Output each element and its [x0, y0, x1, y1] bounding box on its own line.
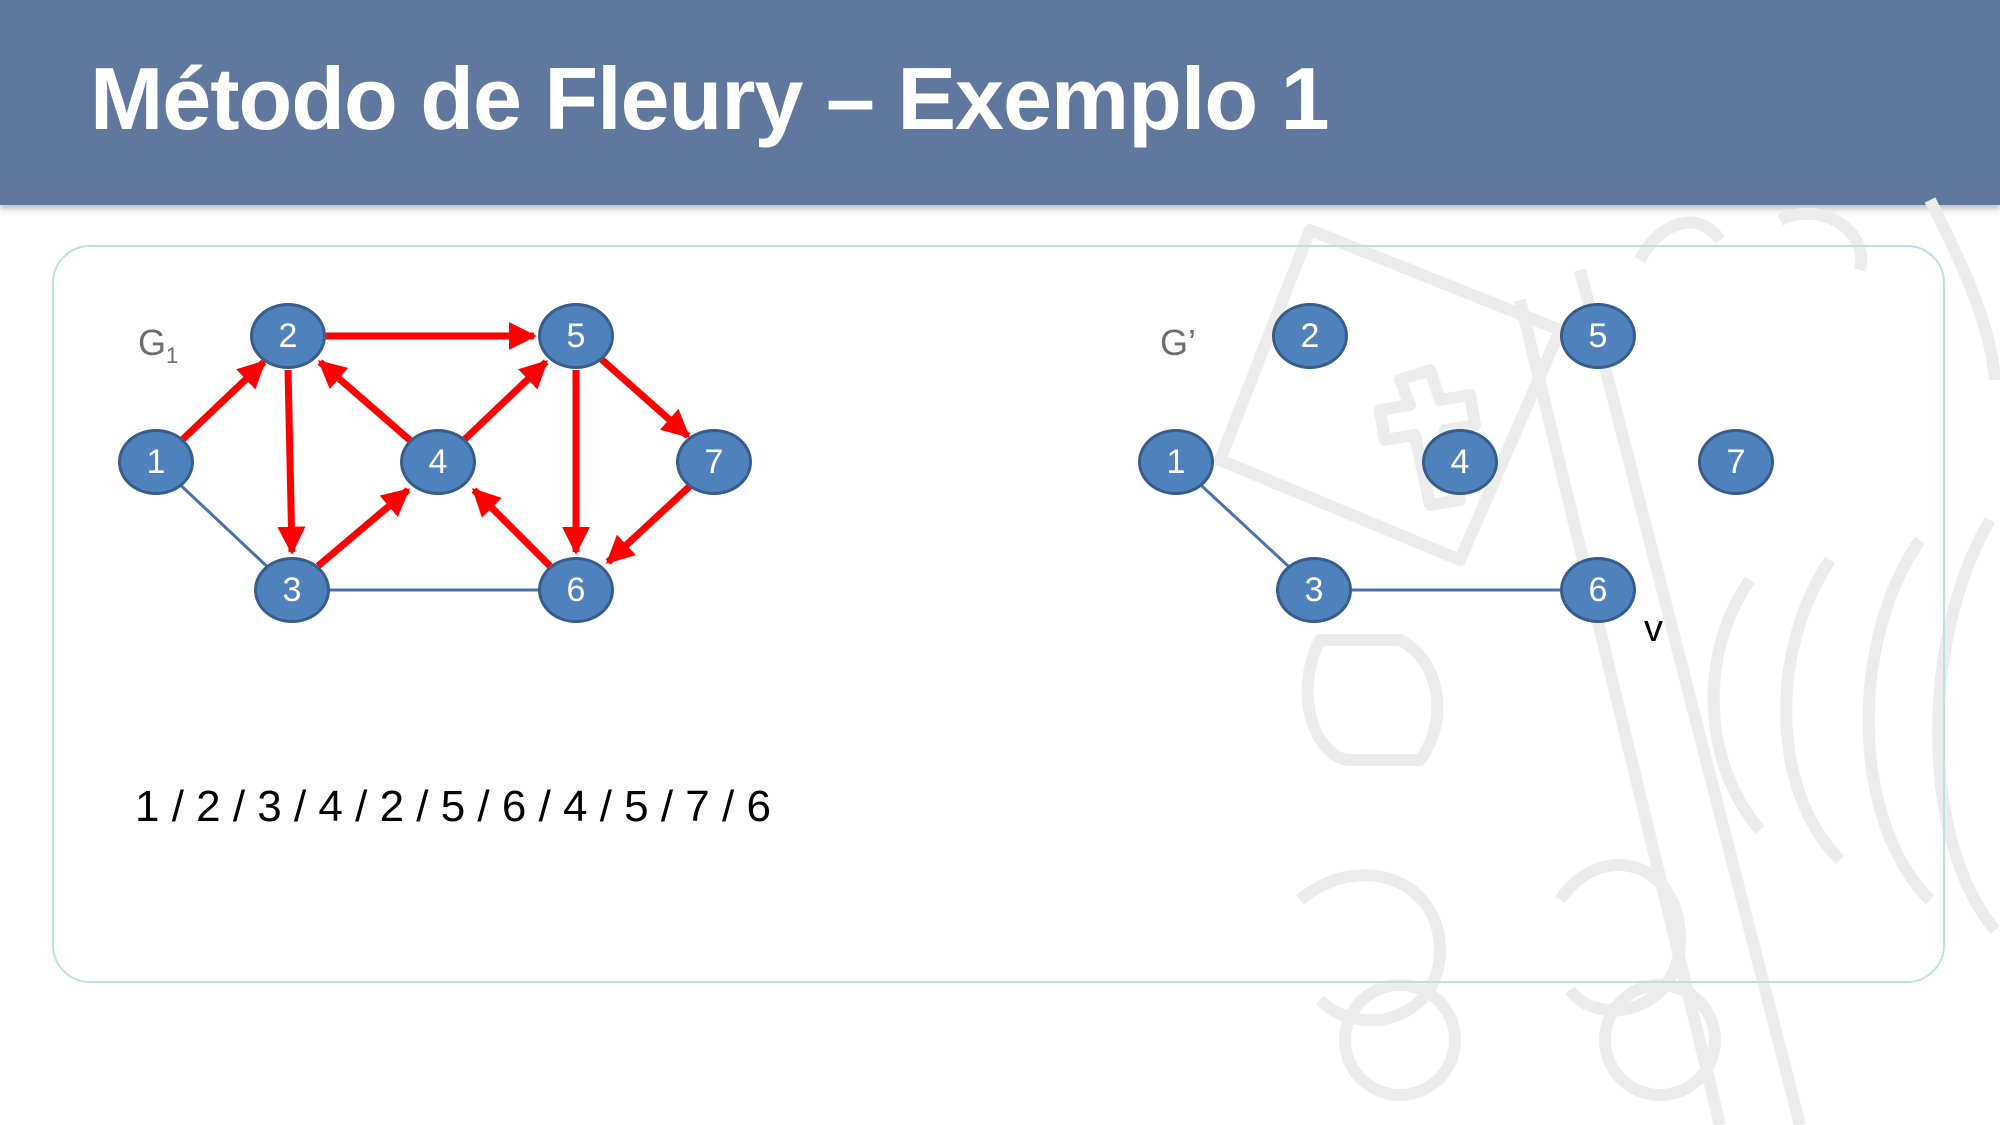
gprime-node-1: 1 — [1138, 429, 1214, 495]
current-vertex-label: v — [1644, 608, 1663, 650]
g1-edge-5-7 — [597, 355, 691, 439]
g1-edge-6-4 — [471, 487, 553, 569]
g1-edge-4-5 — [461, 359, 549, 443]
content-panel — [52, 245, 1945, 983]
g1-node-5: 5 — [538, 303, 614, 369]
euler-path-sequence: 1 / 2 / 3 / 4 / 2 / 5 / 6 / 4 / 5 / 7 / … — [135, 782, 771, 831]
g1-edge-1-2 — [179, 359, 267, 443]
gprime-node-4: 4 — [1422, 429, 1498, 495]
g1-edge-7-6 — [605, 483, 693, 565]
gprime-node-7: 7 — [1698, 429, 1774, 495]
gprime-node-6: 6 — [1560, 557, 1636, 623]
slide-header: Método de Fleury – Exemplo 1 — [0, 0, 2000, 205]
graph-g1-label-subscript: 1 — [166, 343, 179, 369]
gprime-node-5: 5 — [1560, 303, 1636, 369]
g1-node-4: 4 — [400, 429, 476, 495]
g1-node-1: 1 — [118, 429, 194, 495]
gprime-node-3: 3 — [1276, 557, 1352, 623]
graph-gprime-label: G’ — [1160, 322, 1196, 363]
slide-title: Método de Fleury – Exemplo 1 — [90, 49, 1330, 148]
graph-g1-label: G1 — [138, 322, 178, 369]
g1-edge-3-4 — [315, 487, 411, 569]
g1-edge-4-2 — [317, 359, 415, 445]
g1-node-3: 3 — [254, 557, 330, 623]
graph-g1-label-main: G — [138, 322, 167, 363]
g1-edge-2-3 — [277, 369, 306, 555]
g1-node-2: 2 — [250, 303, 326, 369]
g1-node-6: 6 — [538, 557, 614, 623]
g1-node-7: 7 — [676, 429, 752, 495]
gprime-node-2: 2 — [1272, 303, 1348, 369]
